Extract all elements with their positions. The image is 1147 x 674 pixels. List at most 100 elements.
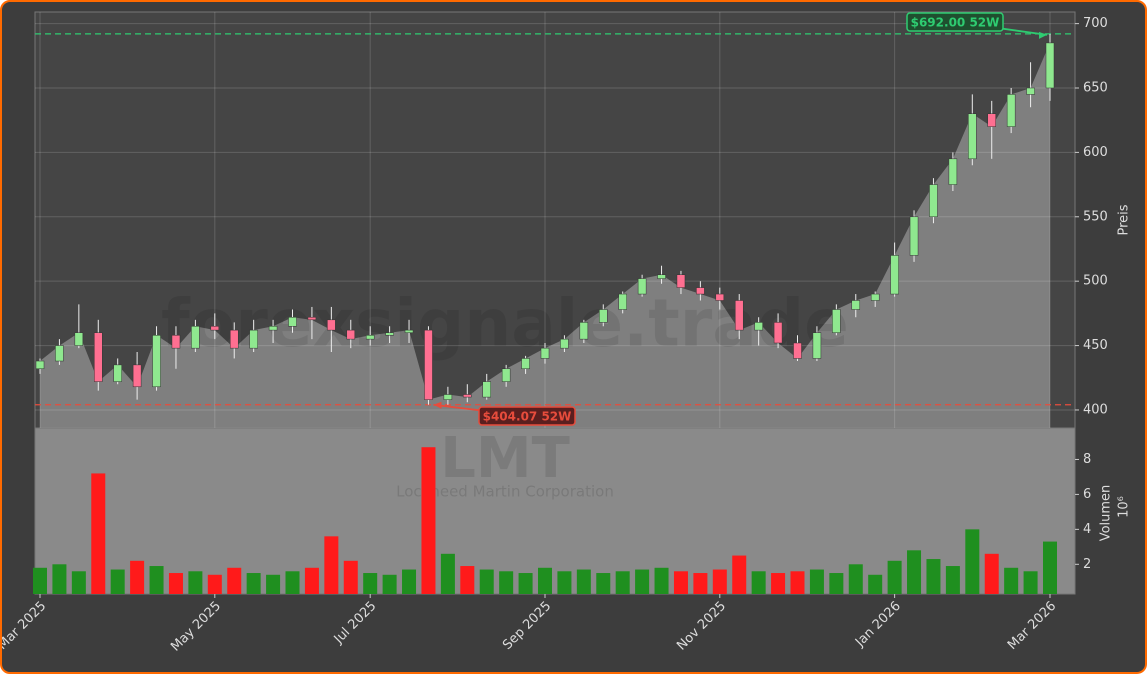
volume-bar: [965, 529, 980, 594]
x-tick-label: Nov 2025: [674, 599, 729, 654]
candle-body: [696, 287, 705, 295]
y-tick-label: 700: [1083, 16, 1108, 31]
volume-bar: [635, 569, 650, 594]
volume-bar: [168, 573, 183, 594]
volume-axis-label: Volumen: [1099, 485, 1114, 542]
volume-bar: [673, 571, 688, 594]
watermark: forexsignale.trade: [161, 285, 849, 362]
candle-body: [715, 293, 725, 301]
candle-body: [501, 368, 511, 382]
volume-bar: [654, 567, 669, 594]
company-watermark: Lockheed Martin Corporation: [396, 483, 614, 501]
candle-body: [55, 345, 64, 362]
volume-bar: [751, 571, 766, 594]
candle-body: [35, 360, 45, 370]
volume-bar: [887, 560, 902, 594]
candle-body: [579, 322, 589, 340]
candle-body: [365, 335, 375, 340]
y-tick-label: 550: [1083, 209, 1108, 224]
volume-bar: [712, 569, 727, 594]
candle-body: [832, 309, 841, 333]
candle-body: [288, 316, 297, 327]
volume-bar: [693, 573, 708, 594]
volume-bar: [907, 550, 922, 594]
volume-bar: [52, 564, 67, 594]
volume-bar: [984, 553, 999, 594]
candle-body: [968, 113, 977, 160]
volume-bar: [518, 573, 533, 594]
volume-bar: [266, 574, 281, 594]
candle-body: [793, 342, 802, 359]
y-tick-label: 650: [1083, 80, 1108, 95]
volume-panel: [34, 427, 1076, 595]
volume-tick-label: 6: [1083, 487, 1091, 502]
volume-bar: [188, 571, 203, 594]
volume-bar: [227, 567, 242, 594]
candle-body: [521, 358, 530, 370]
candle-body: [851, 300, 861, 310]
y-axis-label: Preis: [1117, 204, 1132, 235]
volume-bar: [402, 569, 417, 594]
volume-bar: [499, 571, 514, 594]
y-tick-label: 400: [1083, 402, 1108, 417]
candle-body: [113, 364, 122, 382]
candle-body: [132, 364, 142, 388]
volume-bar: [576, 569, 591, 594]
candle-body: [268, 326, 278, 331]
candle-body: [909, 216, 919, 256]
x-tick-label: Mar 2026: [1005, 599, 1059, 653]
x-tick-label: Jan 2026: [852, 599, 904, 651]
candle-body: [540, 347, 550, 359]
volume-unit: 10⁶: [1117, 496, 1132, 518]
candle-body: [599, 309, 608, 323]
volume-tick-label: 2: [1083, 557, 1091, 572]
watermark-group: forexsignale.trade LMT Lockheed Martin C…: [161, 285, 849, 500]
candle-body: [1006, 94, 1016, 127]
candle-body: [94, 332, 103, 382]
candle-body: [385, 332, 394, 336]
candle-body: [812, 332, 822, 359]
candle-body: [657, 274, 666, 279]
candle-body: [870, 293, 880, 301]
volume-bar: [538, 567, 552, 594]
volume-bar: [324, 536, 339, 594]
candle-body: [929, 184, 938, 218]
candle-body: [74, 332, 84, 346]
volume-bar: [91, 473, 106, 594]
volume-bar: [460, 566, 475, 594]
candle-body: [482, 381, 491, 398]
annotation-label: $404.07 52W: [483, 410, 572, 424]
annotation-box: [478, 406, 576, 426]
volume-bar: [615, 571, 630, 594]
volume-bar: [33, 567, 47, 594]
candle-body: [734, 300, 744, 331]
candle-body: [1026, 87, 1035, 95]
volume-bar: [829, 573, 844, 594]
annotation-label: $692.00 52W: [911, 16, 1000, 30]
volume-bar: [479, 569, 494, 594]
symbol-watermark: LMT: [440, 426, 570, 491]
candle-body: [191, 326, 200, 349]
candle-body: [754, 322, 763, 331]
volume-bar: [130, 560, 145, 594]
volume-bar: [732, 555, 747, 594]
x-tick-label: Sep 2025: [500, 599, 554, 653]
candle-body: [637, 278, 647, 295]
volume-bar: [440, 553, 455, 594]
candle-body: [346, 329, 356, 340]
candle-body: [948, 158, 958, 185]
volume-bar: [557, 571, 572, 594]
volume-bar: [790, 571, 805, 594]
volume-bar: [868, 574, 883, 594]
candle-body: [618, 293, 627, 310]
volume-bar: [363, 573, 378, 594]
candle-body: [404, 329, 414, 333]
candle-body: [152, 335, 161, 388]
candle-body: [443, 394, 453, 400]
volume-bar: [246, 573, 261, 594]
x-tick-label: Mar 2025: [0, 599, 49, 653]
volume-bar: [304, 567, 319, 594]
volume-bar: [207, 574, 222, 594]
x-tick-label: Jul 2025: [331, 599, 380, 648]
